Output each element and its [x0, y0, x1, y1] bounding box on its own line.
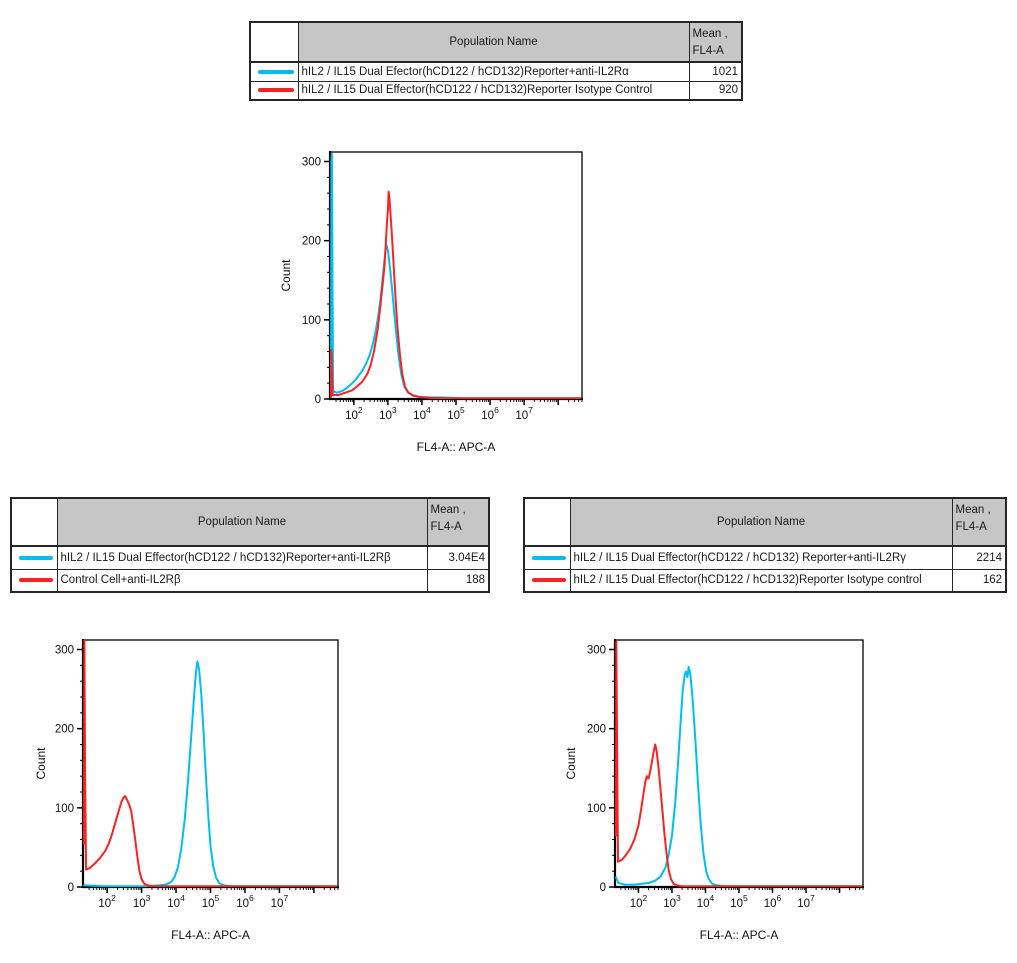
x-axis-title: FL4-A:: APC-A	[417, 440, 496, 454]
svg-text:104: 104	[413, 405, 431, 422]
svg-text:200: 200	[587, 724, 606, 736]
table-row: hIL2 / IL15 Dual Efector(hCD122 / hCD132…	[249, 61, 743, 82]
population-name: hIL2 / IL15 Dual Effector(hCD122 / hCD13…	[297, 80, 690, 101]
svg-text:107: 107	[797, 893, 815, 910]
svg-text:105: 105	[447, 405, 465, 422]
svg-text:100: 100	[55, 803, 74, 815]
population-table-anti-il2rg: Population Name Mean , FL4-A hIL2 / IL15…	[523, 497, 1007, 593]
x-axis-title: FL4-A:: APC-A	[171, 928, 250, 942]
population-name-header: Population Name	[56, 497, 428, 547]
swatch-header-cell	[249, 21, 299, 63]
svg-text:106: 106	[764, 893, 782, 910]
svg-text:104: 104	[167, 893, 185, 910]
y-axis-title: Count	[279, 259, 293, 292]
svg-text:300: 300	[302, 157, 321, 169]
mean-value: 1021	[688, 61, 743, 82]
table-row: hIL2 / IL15 Dual Effector(hCD122 / hCD13…	[523, 545, 1007, 570]
svg-text:102: 102	[345, 405, 363, 422]
table-header-row: Population Name Mean , FL4-A	[10, 497, 490, 547]
population-name: hIL2 / IL15 Dual Effector(hCD122 / hCD13…	[56, 545, 428, 570]
series-line-swatch-icon	[532, 555, 566, 560]
svg-text:104: 104	[697, 893, 715, 910]
population-name-header: Population Name	[297, 21, 690, 63]
series-line-swatch-icon	[19, 578, 53, 583]
svg-text:200: 200	[302, 236, 321, 248]
mean-value: 188	[426, 568, 490, 593]
svg-text:106: 106	[236, 893, 254, 910]
population-table-anti-il2ra: Population Name Mean , FL4-A hIL2 / IL15…	[249, 21, 743, 101]
population-name-header: Population Name	[569, 497, 953, 547]
svg-text:105: 105	[202, 893, 220, 910]
table-header-row: Population Name Mean , FL4-A	[249, 21, 743, 63]
y-axis-title: Count	[564, 747, 578, 780]
mean-header: Mean , FL4-A	[426, 497, 490, 547]
svg-text:106: 106	[481, 405, 499, 422]
series-line-swatch-icon	[532, 578, 566, 583]
svg-text:103: 103	[379, 405, 397, 422]
svg-text:102: 102	[630, 893, 648, 910]
mean-header-line2: FL4-A	[430, 521, 462, 533]
svg-text:100: 100	[302, 315, 321, 327]
mean-value: 2214	[951, 545, 1007, 570]
population-name: Control Cell+anti-IL2Rβ	[56, 568, 428, 593]
series-line-swatch-icon	[258, 69, 294, 74]
svg-text:300: 300	[587, 645, 606, 657]
series-line-swatch-icon	[19, 555, 53, 560]
svg-text:200: 200	[55, 724, 74, 736]
mean-header-line1: Mean ,	[692, 28, 728, 40]
svg-text:100: 100	[587, 803, 606, 815]
population-name: hIL2 / IL15 Dual Efector(hCD122 / hCD132…	[297, 61, 690, 82]
population-name: hIL2 / IL15 Dual Effector(hCD122 / hCD13…	[569, 568, 953, 593]
svg-text:107: 107	[515, 405, 533, 422]
table-row: hIL2 / IL15 Dual Effector(hCD122 / hCD13…	[523, 568, 1007, 593]
mean-header-line2: FL4-A	[692, 45, 724, 57]
mean-header: Mean , FL4-A	[688, 21, 743, 63]
x-axis-title: FL4-A:: APC-A	[700, 928, 779, 942]
mean-value: 920	[688, 80, 743, 101]
y-axis-title: Count	[34, 747, 48, 780]
mean-header-line2: FL4-A	[955, 521, 987, 533]
mean-value: 3.04E4	[426, 545, 490, 570]
svg-text:107: 107	[271, 893, 289, 910]
population-name: hIL2 / IL15 Dual Effector(hCD122 / hCD13…	[569, 545, 953, 570]
svg-text:102: 102	[98, 893, 116, 910]
table-row: Control Cell+anti-IL2Rβ 188	[10, 568, 490, 593]
svg-text:103: 103	[133, 893, 151, 910]
series-line-swatch-icon	[258, 88, 294, 93]
table-header-row: Population Name Mean , FL4-A	[523, 497, 1007, 547]
mean-header-line1: Mean ,	[955, 504, 991, 516]
swatch-header-cell	[10, 497, 58, 547]
svg-text:0: 0	[315, 394, 321, 406]
mean-value: 162	[951, 568, 1007, 593]
svg-text:300: 300	[55, 645, 74, 657]
svg-text:0: 0	[600, 882, 606, 894]
mean-header-line1: Mean ,	[430, 504, 466, 516]
mean-header: Mean , FL4-A	[951, 497, 1007, 547]
svg-text:103: 103	[663, 893, 681, 910]
table-row: hIL2 / IL15 Dual Effector(hCD122 / hCD13…	[249, 80, 743, 101]
swatch-header-cell	[523, 497, 571, 547]
svg-text:0: 0	[68, 882, 74, 894]
svg-text:105: 105	[730, 893, 748, 910]
table-row: hIL2 / IL15 Dual Effector(hCD122 / hCD13…	[10, 545, 490, 570]
population-table-anti-il2rb: Population Name Mean , FL4-A hIL2 / IL15…	[10, 497, 490, 593]
